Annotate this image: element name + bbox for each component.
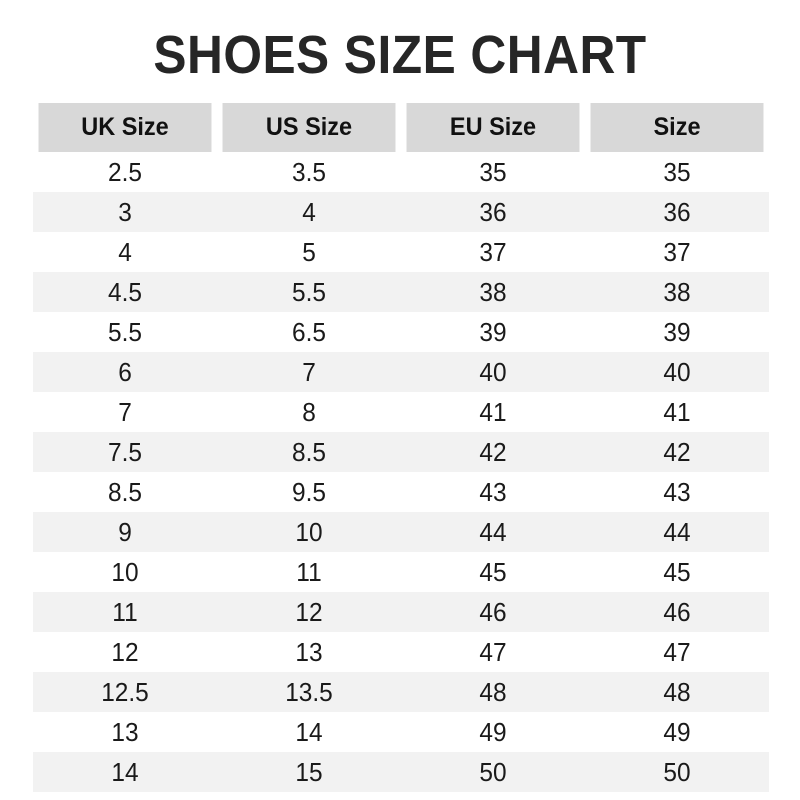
table-cell: 13 [111,717,139,747]
table-row: 11 12 46 46 [33,592,769,632]
table-cell: 7 [302,357,316,387]
column-header: UK Size [38,103,212,152]
table-row: 13 14 49 49 [33,712,769,752]
table-cell: 45 [663,557,691,587]
table-cell: 45 [479,557,507,587]
table-row: 7.5 8.5 42 42 [33,432,769,472]
column-header: US Size [222,103,396,152]
table-header: UK Size US Size EU Size Size [33,103,769,152]
table-cell: 13.5 [285,677,333,707]
table-cell: 46 [663,597,691,627]
table-cell: 2.5 [108,157,142,187]
table-cell: 8.5 [292,437,326,467]
table-cell: 39 [479,317,507,347]
table-cell: 3.5 [292,157,326,187]
table-row: 3 4 36 36 [33,192,769,232]
page-title: SHOES SIZE CHART [153,25,647,85]
table-row: 12.5 13.5 48 48 [33,672,769,712]
table-row: 4 5 37 37 [33,232,769,272]
column-header: Size [590,103,764,152]
table-cell: 10 [295,517,323,547]
table-cell: 4 [118,237,132,267]
table-cell: 4 [302,197,316,227]
table-row: 14 15 50 50 [33,752,769,792]
table-cell: 5.5 [292,277,326,307]
table-cell: 13 [295,637,323,667]
table-cell: 9.5 [292,477,326,507]
table-cell: 41 [663,397,691,427]
table-cell: 35 [663,157,691,187]
table-cell: 37 [663,237,691,267]
table-row: 7 8 41 41 [33,392,769,432]
table-row: 12 13 47 47 [33,632,769,672]
table-cell: 42 [479,437,507,467]
table-cell: 40 [663,357,691,387]
table-cell: 7 [118,397,132,427]
table-cell: 46 [479,597,507,627]
table-cell: 10 [111,557,139,587]
table-cell: 12.5 [101,677,149,707]
table-cell: 12 [295,597,323,627]
table-cell: 11 [296,557,322,587]
table-cell: 47 [479,637,507,667]
size-chart-table: UK Size US Size EU Size Size 2.5 3.5 35 35 3 4 36… [33,103,769,792]
table-cell: 7.5 [108,437,142,467]
table-cell: 43 [663,477,691,507]
table-cell: 38 [663,277,691,307]
table-cell: 48 [663,677,691,707]
table-cell: 40 [479,357,507,387]
table-row: 9 10 44 44 [33,512,769,552]
table-cell: 6 [118,357,132,387]
table-cell: 39 [663,317,691,347]
table-cell: 36 [479,197,507,227]
table-cell: 3 [118,197,132,227]
table-cell: 5 [302,237,316,267]
table-cell: 35 [479,157,507,187]
table-cell: 44 [663,517,691,547]
table-cell: 43 [479,477,507,507]
table-cell: 14 [111,757,139,787]
table-cell: 14 [295,717,323,747]
table-cell: 36 [663,197,691,227]
column-header: EU Size [406,103,580,152]
table-cell: 9 [118,517,132,547]
table-cell: 37 [479,237,507,267]
table-row: 5.5 6.5 39 39 [33,312,769,352]
table-cell: 42 [663,437,691,467]
table-row: 2.5 3.5 35 35 [33,152,769,192]
table-cell: 48 [479,677,507,707]
table-header-row: UK Size US Size EU Size Size [33,103,769,152]
table-row: 10 11 45 45 [33,552,769,592]
table-cell: 49 [663,717,691,747]
table-cell: 4.5 [108,277,142,307]
table-row: 4.5 5.5 38 38 [33,272,769,312]
table-cell: 8.5 [108,477,142,507]
table-row: 8.5 9.5 43 43 [33,472,769,512]
table-cell: 50 [479,757,507,787]
table-cell: 47 [663,637,691,667]
table-cell: 6.5 [292,317,326,347]
table-cell: 11 [112,597,138,627]
table-cell: 38 [479,277,507,307]
table-cell: 41 [479,397,507,427]
table-cell: 49 [479,717,507,747]
table-cell: 8 [302,397,316,427]
table-cell: 50 [663,757,691,787]
table-cell: 15 [295,757,323,787]
table-row: 6 7 40 40 [33,352,769,392]
table-cell: 5.5 [108,317,142,347]
table-cell: 44 [479,517,507,547]
table-cell: 12 [111,637,139,667]
table-body: 2.5 3.5 35 35 3 4 36 36 4 5 37 37 4.5 5.5 38 38 5.5 6.5 39… [33,152,769,792]
